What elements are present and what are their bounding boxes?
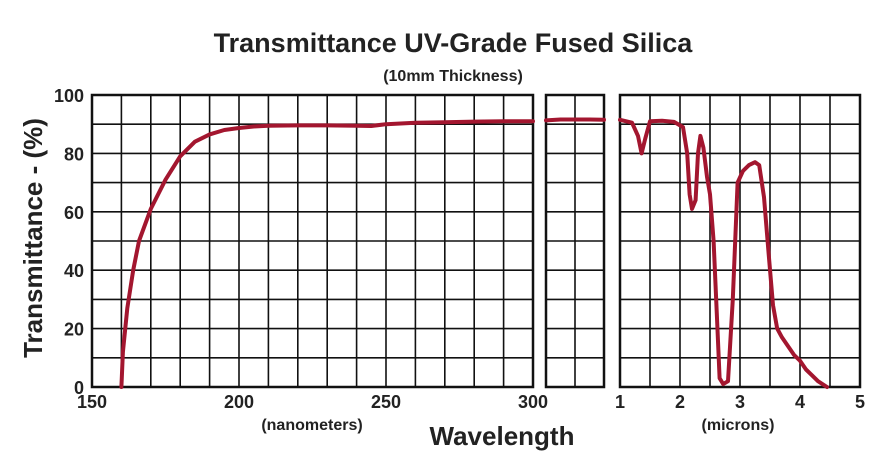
panel-frame — [544, 93, 606, 389]
uv-panel: 150 200 250 300 (nanometers) — [77, 93, 548, 434]
x-unit-label-uv: (nanometers) — [261, 417, 362, 434]
transmittance-curve-ir — [618, 117, 829, 389]
panel-frame — [618, 93, 862, 389]
transmittance-curve-vis — [544, 117, 606, 123]
y-tick-label: 0 — [74, 378, 84, 398]
chart-subtitle: (10mm Thickness) — [383, 68, 523, 85]
y-tick-label: 40 — [64, 261, 84, 281]
y-tick-label: 100 — [54, 86, 84, 106]
y-tick-label: 60 — [64, 203, 84, 223]
x-tick-label: 200 — [224, 392, 254, 412]
x-tick-label: 150 — [77, 392, 107, 412]
x-tick-label: 5 — [855, 392, 865, 412]
transmittance-curve-uv — [119, 119, 535, 389]
y-tick-label: 80 — [64, 144, 84, 164]
x-tick-label: 1 — [615, 392, 625, 412]
x-tick-label: 300 — [518, 392, 548, 412]
x-axis-title: Wavelength — [430, 421, 575, 451]
visible-panel — [544, 93, 606, 389]
y-axis-ticks: 0 20 40 60 80 100 — [54, 86, 84, 398]
chart-title: Transmittance UV-Grade Fused Silica — [214, 28, 694, 58]
panel-frame — [90, 93, 535, 389]
x-tick-label: 4 — [795, 392, 805, 412]
y-tick-label: 20 — [64, 320, 84, 340]
x-tick-label: 2 — [675, 392, 685, 412]
x-unit-label-ir: (microns) — [702, 417, 775, 434]
x-tick-label: 3 — [735, 392, 745, 412]
y-axis-title: Transmittance - (%) — [18, 118, 48, 358]
x-tick-label: 250 — [371, 392, 401, 412]
ir-panel: 1 2 3 4 5 (microns) — [615, 93, 865, 434]
